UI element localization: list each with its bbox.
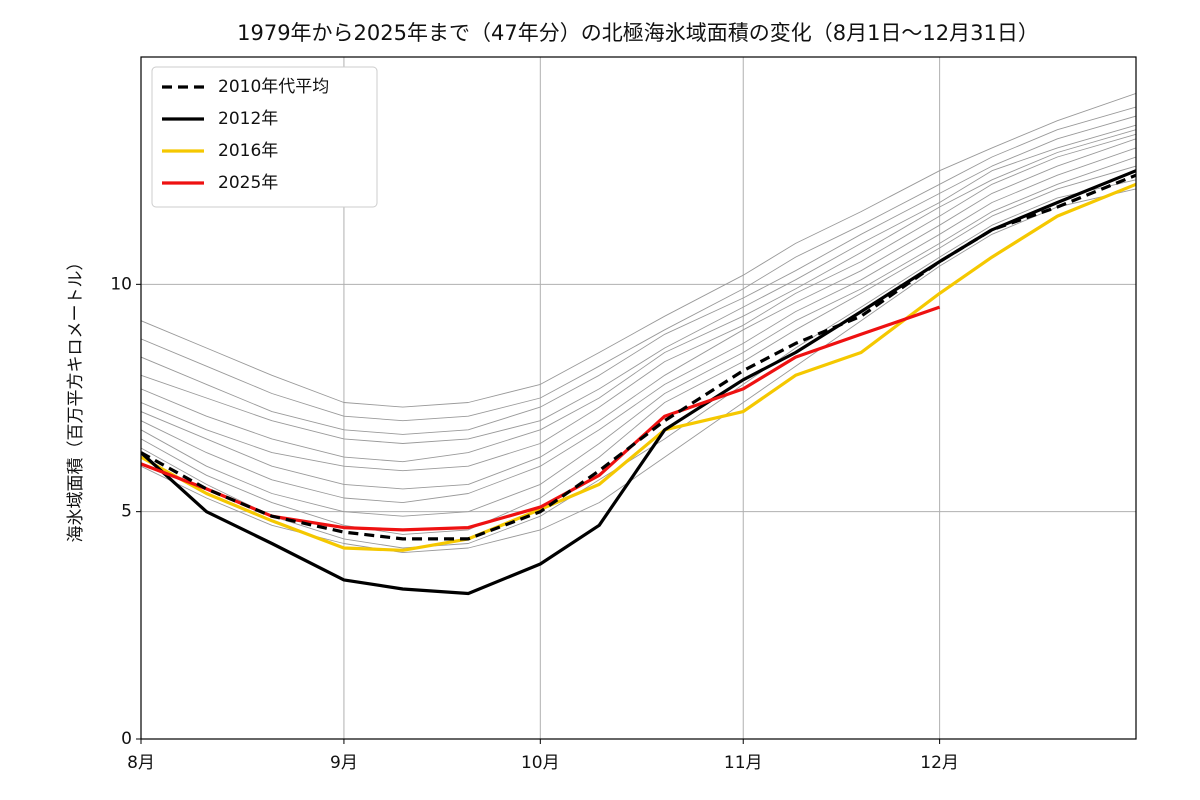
legend-label: 2012年 bbox=[218, 109, 278, 129]
x-tick-label: 9月 bbox=[330, 753, 358, 773]
series-line bbox=[141, 173, 1136, 541]
series-line bbox=[141, 182, 1136, 552]
x-tick-label: 12月 bbox=[920, 753, 959, 773]
chart-title: 1979年から2025年まで（47年分）の北極海氷域面積の変化（8月1日〜12月… bbox=[237, 21, 1039, 45]
background-line bbox=[141, 115, 1136, 435]
series-line bbox=[141, 169, 1136, 596]
y-tick-label: 5 bbox=[121, 502, 132, 522]
legend-label: 2016年 bbox=[218, 141, 278, 161]
background-line bbox=[141, 165, 1136, 535]
background-line bbox=[141, 147, 1136, 504]
x-tick-label: 10月 bbox=[521, 753, 560, 773]
background-line bbox=[141, 179, 1136, 549]
background-line bbox=[141, 133, 1136, 472]
background-line bbox=[141, 138, 1136, 490]
legend-box bbox=[151, 66, 378, 208]
legend-label: 2010年代平均 bbox=[218, 77, 329, 97]
background-line bbox=[141, 124, 1136, 444]
plot-frame bbox=[140, 56, 1137, 740]
y-tick-label: 0 bbox=[121, 729, 132, 749]
background-line bbox=[141, 92, 1136, 408]
y-tick-label: 10 bbox=[110, 274, 132, 294]
y-axis-label: 海氷域面積（百万平方キロメートル） bbox=[66, 254, 86, 543]
background-line bbox=[141, 106, 1136, 422]
x-tick-label: 8月 bbox=[127, 753, 155, 773]
background-line bbox=[141, 156, 1136, 517]
background-line bbox=[141, 129, 1136, 463]
legend-label: 2025年 bbox=[218, 173, 278, 193]
x-tick-label: 11月 bbox=[724, 753, 763, 773]
